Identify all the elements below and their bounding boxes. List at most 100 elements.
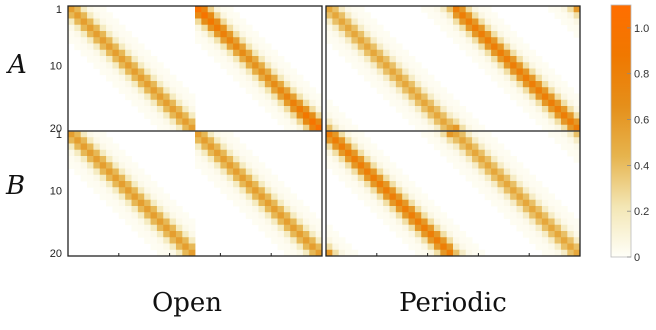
heatmap-cell xyxy=(106,37,113,44)
heatmap-cell xyxy=(277,56,285,63)
heatmap-cell xyxy=(522,93,530,101)
heatmap-cell xyxy=(573,249,581,257)
heatmap-cell xyxy=(239,74,247,82)
heatmap-cell xyxy=(125,49,132,57)
heatmap-cell xyxy=(118,87,126,94)
heatmap-cell xyxy=(459,118,467,126)
heatmap-cell xyxy=(465,31,473,38)
heatmap-cell xyxy=(68,143,75,151)
heatmap-cell xyxy=(453,6,460,13)
heatmap-cell xyxy=(433,206,441,213)
heatmap-cell xyxy=(271,49,278,57)
heatmap-cell xyxy=(80,31,88,38)
heatmap-cell xyxy=(87,143,94,151)
heatmap-cell xyxy=(118,212,126,219)
heatmap-cell xyxy=(150,112,158,119)
heatmap-cell xyxy=(554,249,562,257)
heatmap-cell xyxy=(302,99,310,107)
heatmap-cell xyxy=(535,218,543,226)
heatmap-cell xyxy=(427,131,435,138)
heatmap-cell xyxy=(503,193,511,201)
heatmap-cell xyxy=(271,99,278,107)
heatmap-cell xyxy=(302,212,310,219)
heatmap-cell xyxy=(503,149,511,157)
heatmap-cell xyxy=(74,18,82,26)
heatmap-cell xyxy=(156,124,164,132)
heatmap-cell xyxy=(453,99,460,107)
heatmap-cell xyxy=(554,112,562,119)
heatmap-cell xyxy=(516,49,524,57)
heatmap-cell xyxy=(195,131,202,138)
heatmap-cell xyxy=(245,156,253,163)
heatmap-cell xyxy=(233,62,240,69)
heatmap-cell xyxy=(548,131,555,138)
heatmap-cell xyxy=(567,112,575,119)
heatmap-cell xyxy=(503,74,511,82)
heatmap-cell xyxy=(214,162,221,169)
heatmap-cell xyxy=(277,181,285,188)
heatmap-cell xyxy=(516,37,524,44)
heatmap-cell xyxy=(446,231,454,238)
heatmap-cell xyxy=(87,181,94,188)
heatmap-cell xyxy=(510,212,517,219)
heatmap-cell xyxy=(131,74,139,82)
heatmap-cell xyxy=(137,68,145,76)
heatmap-cell xyxy=(326,131,333,138)
heatmap-cell xyxy=(296,99,304,107)
heatmap-cell xyxy=(296,212,304,219)
heatmap-cell xyxy=(144,224,151,232)
heatmap-cell xyxy=(345,156,352,163)
heatmap-cell xyxy=(80,168,88,176)
heatmap-cell xyxy=(440,18,448,26)
heatmap-cell xyxy=(264,68,272,76)
heatmap-cell xyxy=(332,137,340,144)
heatmap-cell xyxy=(522,68,530,76)
heatmap-cell xyxy=(503,181,511,188)
heatmap-cell xyxy=(345,249,352,257)
heatmap-cell xyxy=(402,81,409,88)
heatmap-cell xyxy=(195,156,202,163)
colorbar-tick-label: 0.2 xyxy=(634,206,649,218)
heatmap-cell xyxy=(290,249,297,257)
heatmap-cell xyxy=(440,112,448,119)
heatmap-cell xyxy=(364,56,371,63)
heatmap-cell xyxy=(252,193,259,201)
heatmap-cell xyxy=(258,74,266,82)
heatmap-cell xyxy=(459,137,467,144)
heatmap-cell xyxy=(150,231,158,238)
heatmap-cell xyxy=(389,224,397,232)
heatmap-cell xyxy=(106,12,113,19)
heatmap-cell xyxy=(453,137,460,144)
heatmap-cell xyxy=(376,24,384,32)
heatmap-cell xyxy=(357,131,365,138)
heatmap-cell xyxy=(560,218,568,226)
heatmap-cell xyxy=(68,31,75,38)
heatmap-cell xyxy=(554,93,562,101)
heatmap-cell xyxy=(290,206,297,213)
heatmap-cell xyxy=(491,168,498,176)
heatmap-cell xyxy=(535,243,543,251)
heatmap-cell xyxy=(535,93,543,101)
heatmap-cell xyxy=(277,212,285,219)
heatmap-cell xyxy=(112,43,120,51)
heatmap-cell xyxy=(156,199,164,207)
heatmap-cell xyxy=(427,93,435,101)
heatmap-cell xyxy=(163,93,170,101)
heatmap-cell xyxy=(389,56,397,63)
heatmap-cell xyxy=(389,187,397,194)
heatmap-cell xyxy=(233,56,240,63)
heatmap-cell xyxy=(131,49,139,57)
heatmap-cell xyxy=(163,106,170,113)
heatmap-cell xyxy=(503,156,511,163)
heatmap-cell xyxy=(548,224,555,232)
heatmap-cell xyxy=(497,149,505,157)
heatmap-cell xyxy=(144,174,151,182)
heatmap-cell xyxy=(395,99,403,107)
heatmap-cell xyxy=(332,131,340,138)
heatmap-cell xyxy=(402,187,409,194)
heatmap-cell xyxy=(233,49,240,57)
heatmap-cell xyxy=(233,43,240,51)
heatmap-cell xyxy=(376,206,384,213)
heatmap-cell xyxy=(106,49,113,57)
heatmap-cell xyxy=(351,49,359,57)
